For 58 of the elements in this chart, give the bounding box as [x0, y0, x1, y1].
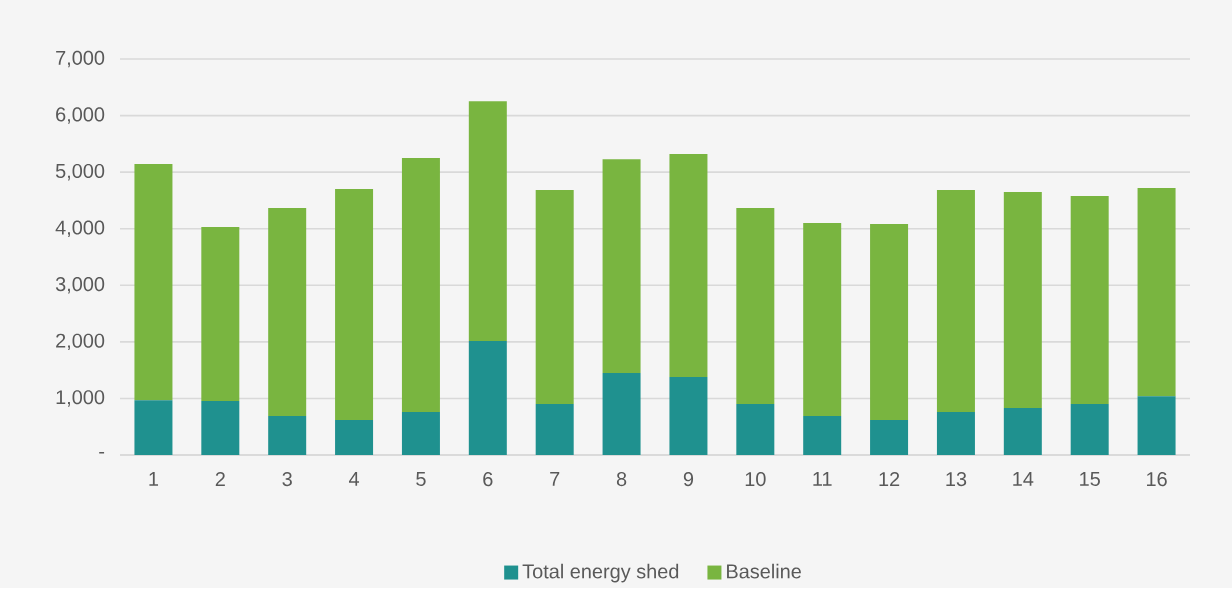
bar — [201, 226, 240, 401]
bar — [535, 189, 574, 404]
legend-label: Total energy shed — [522, 563, 679, 583]
x-tick-label: 6 — [483, 471, 493, 487]
x-tick-label: 11 — [813, 471, 832, 486]
bar — [268, 415, 307, 455]
bar — [803, 222, 842, 416]
bar — [736, 207, 775, 404]
bar — [736, 403, 775, 455]
y-tick-label: 1,000 — [56, 390, 105, 407]
x-tick-label: 2 — [215, 471, 225, 486]
x-tick-label: 15 — [1080, 471, 1100, 486]
bar — [870, 419, 909, 455]
x-tick-label: 5 — [416, 471, 426, 486]
bar — [936, 189, 975, 412]
bar — [1003, 407, 1042, 455]
x-tick-label: 12 — [879, 471, 900, 486]
y-tick-label: 6,000 — [56, 107, 105, 124]
bar — [602, 372, 641, 455]
x-tick-label: 7 — [550, 471, 560, 486]
bar — [535, 403, 574, 455]
bar — [134, 400, 173, 455]
x-tick-label: 4 — [349, 471, 360, 486]
y-tick-label: 2,000 — [56, 333, 105, 350]
legend-label: Baseline — [727, 563, 801, 579]
bar — [134, 163, 173, 401]
y-tick-label: 3,000 — [55, 276, 105, 294]
bar — [335, 419, 374, 455]
bar — [803, 415, 842, 455]
x-tick-label: 8 — [616, 471, 627, 487]
bar — [401, 157, 440, 412]
x-tick-label: 1 — [149, 471, 159, 486]
bar — [468, 101, 507, 341]
bar — [468, 340, 507, 455]
x-tick-label: 14 — [1013, 471, 1034, 486]
bar — [401, 411, 440, 455]
bar — [936, 411, 975, 455]
x-tick-label: 9 — [683, 471, 694, 487]
y-tick-label: 7,000 — [56, 50, 105, 68]
bar — [268, 207, 307, 416]
bar — [1070, 403, 1109, 455]
y-tick-label: - — [99, 451, 105, 454]
y-tick-label: 5,000 — [55, 163, 105, 181]
x-tick-label: 3 — [282, 471, 292, 487]
x-tick-label: 13 — [946, 471, 967, 487]
bar — [335, 189, 374, 420]
x-tick-label: 16 — [1147, 471, 1167, 487]
bar — [1137, 187, 1176, 397]
y-tick-label: 4,000 — [55, 220, 105, 237]
x-tick-label: 10 — [745, 471, 766, 487]
bar — [1137, 396, 1176, 455]
bar — [1070, 195, 1109, 404]
bar — [1003, 191, 1042, 408]
bar — [669, 153, 708, 377]
bar — [602, 159, 641, 373]
bar — [201, 400, 240, 455]
bar — [669, 376, 708, 455]
bar — [870, 223, 909, 420]
